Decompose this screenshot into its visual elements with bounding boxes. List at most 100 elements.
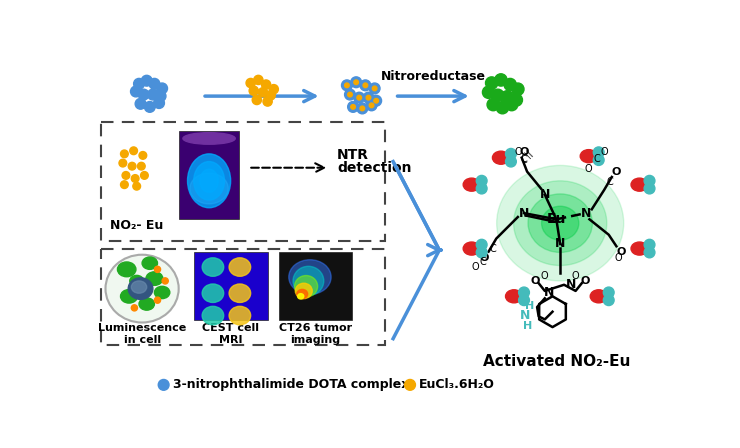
Ellipse shape [505, 290, 522, 303]
Ellipse shape [289, 260, 331, 294]
Circle shape [366, 95, 371, 100]
Text: O: O [580, 276, 590, 286]
Ellipse shape [297, 289, 308, 299]
Text: O: O [612, 167, 621, 177]
Text: O: O [519, 146, 528, 156]
Circle shape [144, 102, 155, 112]
Circle shape [593, 147, 604, 158]
Circle shape [477, 239, 487, 250]
Circle shape [593, 155, 604, 165]
Circle shape [261, 80, 271, 89]
Circle shape [505, 148, 517, 159]
Ellipse shape [106, 255, 178, 323]
Ellipse shape [194, 162, 224, 200]
Ellipse shape [229, 306, 251, 325]
Ellipse shape [200, 169, 218, 192]
Circle shape [345, 83, 349, 88]
Ellipse shape [128, 278, 153, 299]
Ellipse shape [528, 194, 593, 252]
Text: H: H [523, 321, 533, 331]
Text: N: N [519, 207, 529, 220]
Circle shape [505, 99, 518, 111]
Circle shape [519, 295, 529, 306]
Text: 3-nitrophthalimide DOTA complex: 3-nitrophthalimide DOTA complex [173, 379, 409, 392]
Circle shape [487, 99, 500, 111]
Ellipse shape [190, 173, 229, 204]
Ellipse shape [463, 242, 480, 255]
Text: C: C [521, 154, 528, 164]
Text: Luminescence
in cell: Luminescence in cell [98, 323, 186, 345]
Circle shape [372, 86, 377, 91]
Circle shape [342, 80, 352, 90]
Text: Eu: Eu [547, 212, 566, 226]
Circle shape [252, 95, 261, 104]
Circle shape [162, 278, 168, 284]
Circle shape [644, 183, 655, 194]
Text: O: O [531, 276, 540, 286]
Circle shape [134, 78, 144, 89]
Circle shape [603, 295, 614, 306]
Ellipse shape [187, 154, 231, 208]
Circle shape [135, 99, 146, 109]
Text: C: C [490, 244, 497, 254]
Ellipse shape [295, 283, 312, 299]
Circle shape [644, 239, 655, 250]
Text: O: O [585, 164, 593, 174]
Circle shape [351, 77, 362, 88]
Text: N: N [555, 237, 565, 250]
Circle shape [366, 100, 377, 111]
FancyBboxPatch shape [179, 131, 239, 220]
Ellipse shape [202, 258, 223, 276]
Ellipse shape [130, 276, 144, 286]
Circle shape [360, 80, 371, 90]
Text: O: O [600, 146, 608, 156]
Circle shape [130, 147, 138, 155]
Circle shape [155, 297, 161, 303]
Circle shape [482, 86, 495, 99]
Ellipse shape [121, 289, 138, 303]
Ellipse shape [297, 293, 304, 299]
Circle shape [141, 172, 148, 179]
Circle shape [258, 88, 268, 97]
Text: detection: detection [337, 161, 411, 176]
Ellipse shape [229, 258, 251, 276]
Circle shape [354, 80, 358, 85]
Ellipse shape [202, 284, 223, 302]
Circle shape [266, 90, 275, 100]
Circle shape [131, 175, 139, 182]
Text: EuCl₃.6H₂O: EuCl₃.6H₂O [420, 379, 495, 392]
Ellipse shape [580, 150, 597, 163]
Text: CT26 tumor
imaging: CT26 tumor imaging [279, 323, 352, 345]
Ellipse shape [229, 284, 251, 302]
Circle shape [348, 102, 358, 112]
Text: O: O [471, 262, 480, 272]
Ellipse shape [514, 181, 607, 266]
Circle shape [491, 89, 504, 102]
Ellipse shape [155, 286, 169, 299]
Circle shape [504, 78, 517, 91]
Text: ||: || [523, 149, 534, 159]
Circle shape [254, 75, 263, 85]
Circle shape [519, 287, 529, 298]
Ellipse shape [492, 151, 509, 164]
Ellipse shape [202, 306, 223, 325]
Ellipse shape [542, 206, 579, 240]
Circle shape [154, 98, 164, 108]
Ellipse shape [130, 286, 143, 296]
Text: N: N [544, 286, 554, 299]
Ellipse shape [139, 298, 155, 310]
Ellipse shape [295, 276, 317, 297]
Circle shape [149, 78, 160, 89]
Circle shape [357, 95, 362, 100]
Circle shape [405, 379, 415, 390]
Circle shape [351, 104, 355, 109]
Text: C: C [521, 155, 528, 165]
Circle shape [122, 172, 130, 179]
Ellipse shape [146, 272, 163, 285]
Circle shape [495, 74, 507, 86]
Circle shape [369, 83, 380, 94]
Circle shape [128, 162, 136, 170]
Text: C: C [607, 177, 613, 187]
Text: O: O [572, 271, 579, 281]
Circle shape [121, 150, 128, 158]
